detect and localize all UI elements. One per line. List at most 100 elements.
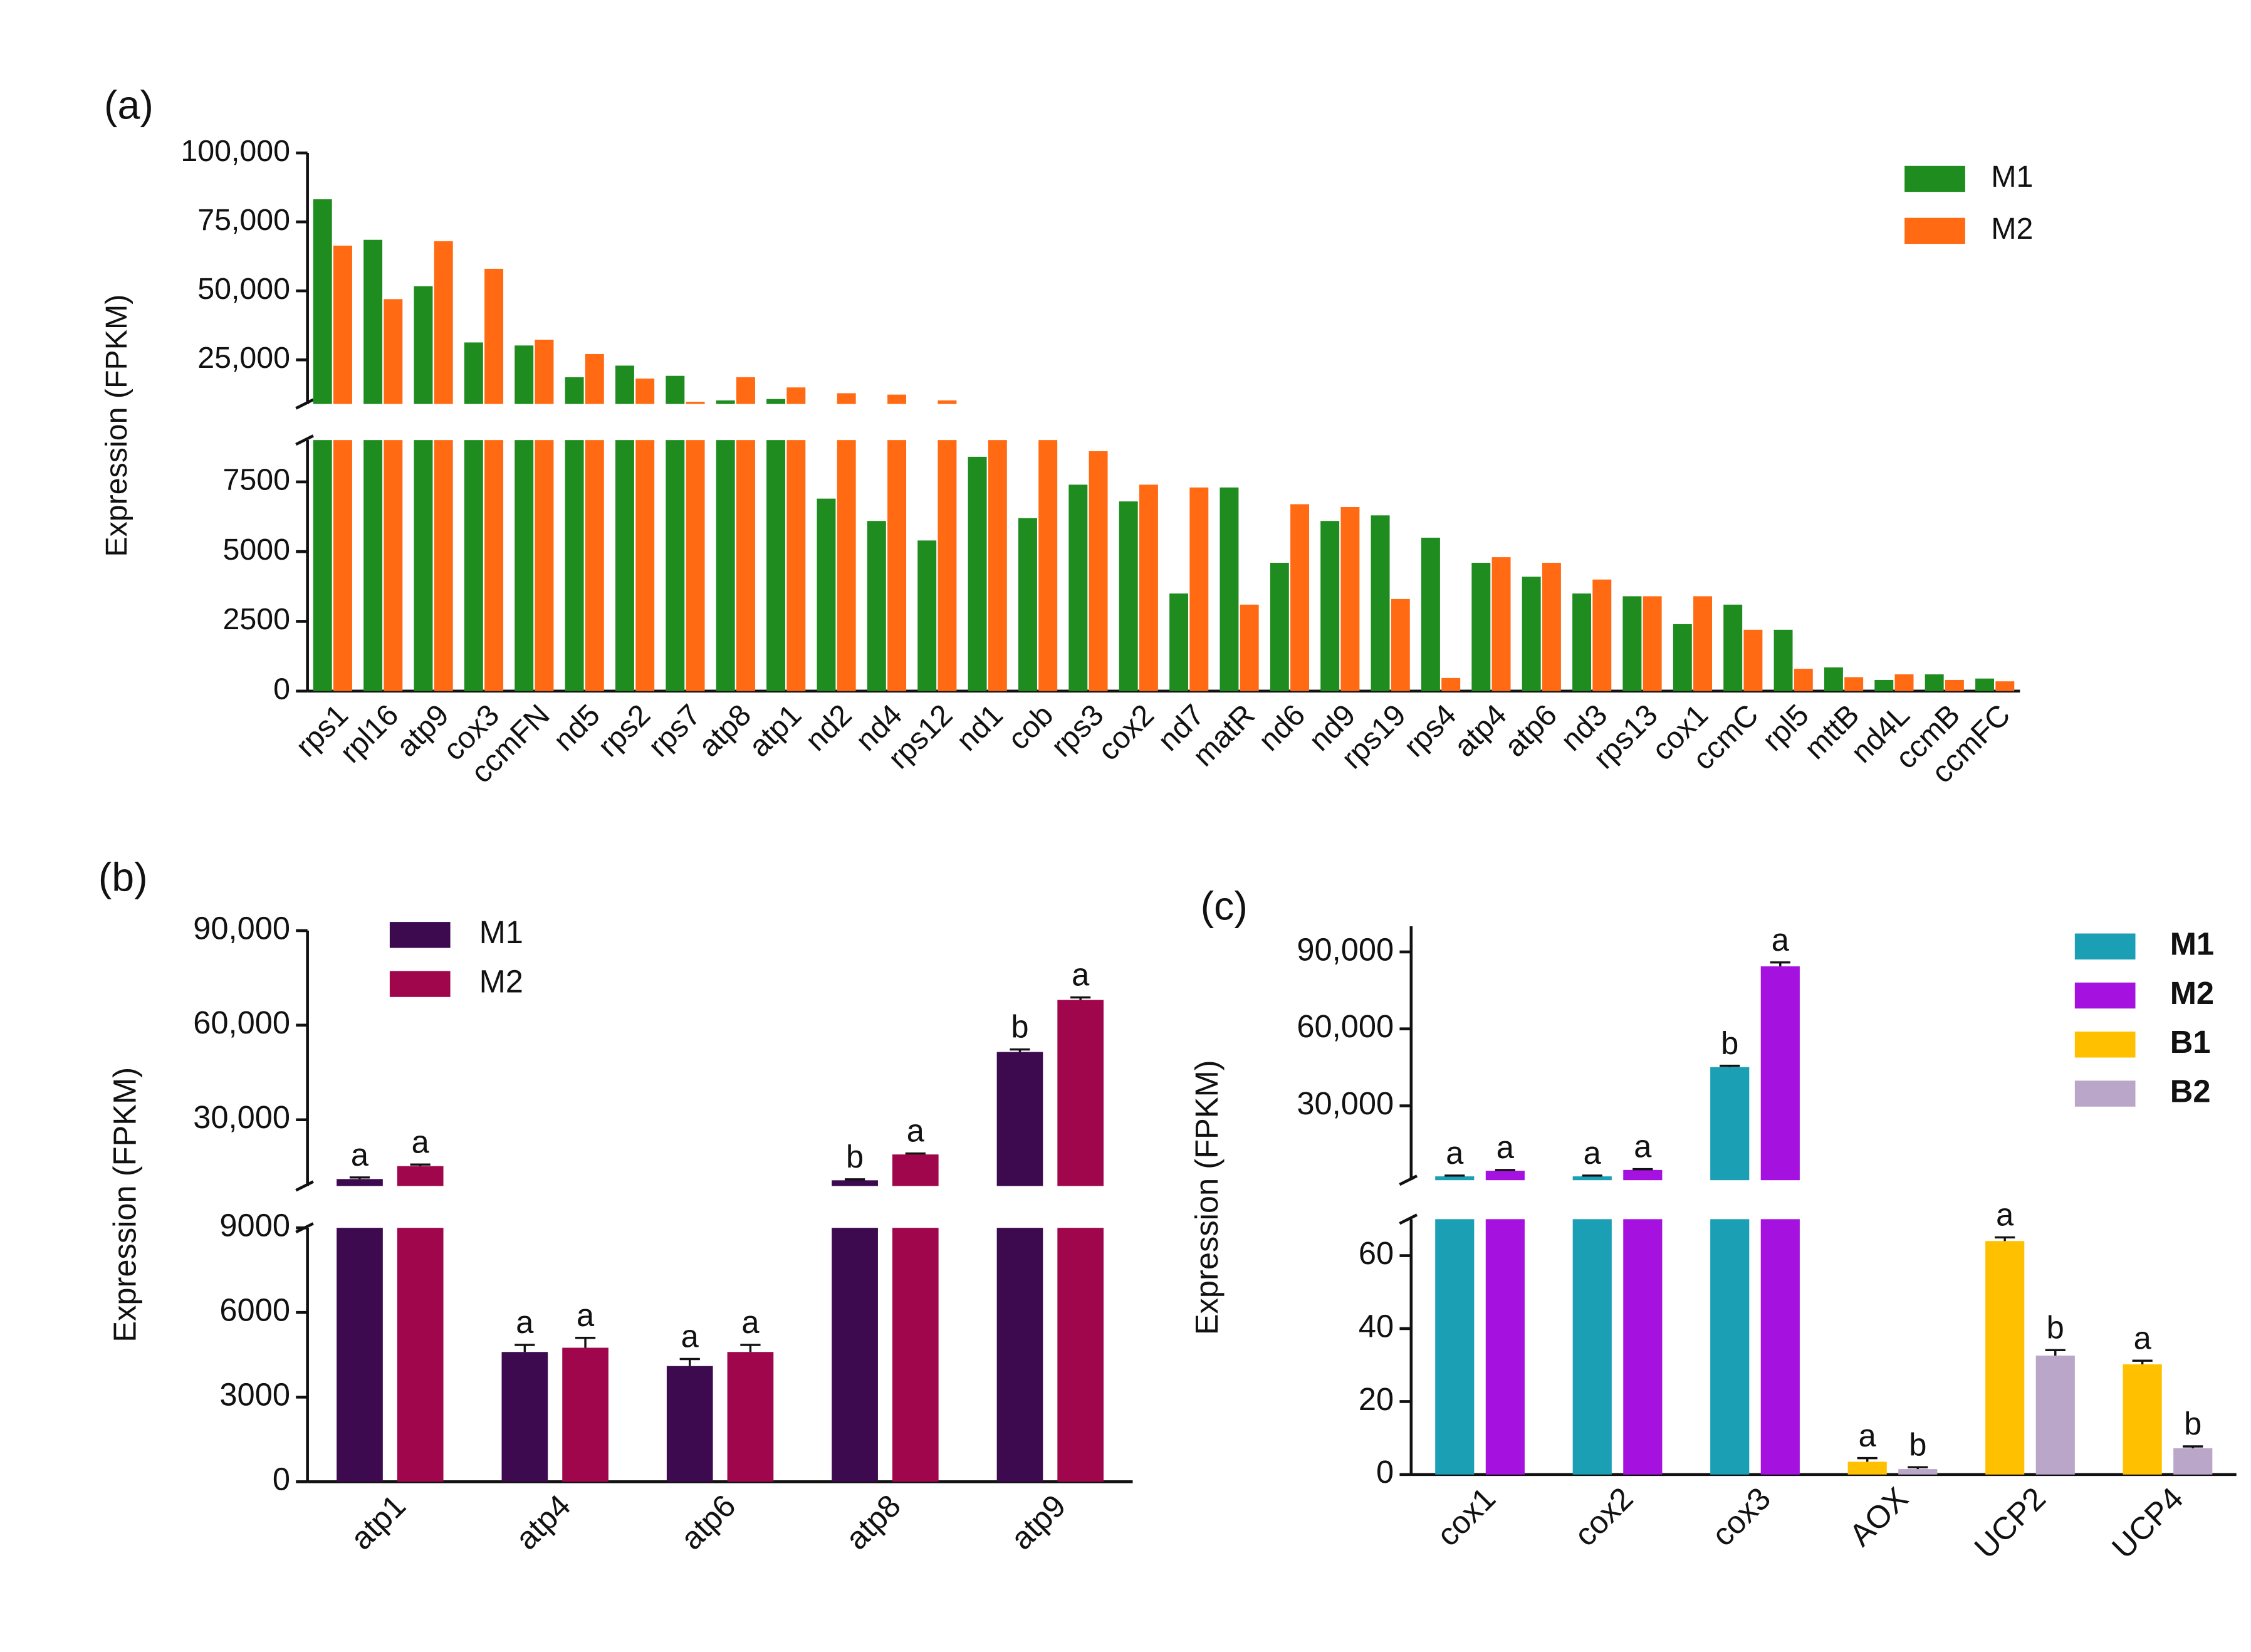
bar <box>397 1228 444 1482</box>
bar <box>1643 596 1662 691</box>
legend-label: M1 <box>2170 926 2214 962</box>
legend-label: M2 <box>1991 212 2033 246</box>
bar <box>333 245 352 404</box>
significance-letter: a <box>681 1319 699 1354</box>
y-tick-label: 0 <box>273 672 290 706</box>
bar <box>1623 1169 1663 1181</box>
bar <box>1760 1219 1800 1475</box>
bar <box>2173 1448 2213 1475</box>
bar <box>1435 1219 1475 1475</box>
axis-break <box>1399 1213 1418 1225</box>
bar <box>736 440 755 691</box>
bar <box>917 540 937 691</box>
significance-letter: a <box>412 1124 430 1159</box>
axis-break <box>295 1180 314 1192</box>
bar <box>996 1052 1043 1186</box>
bar <box>1421 537 1440 691</box>
bar <box>484 440 504 691</box>
bar <box>514 345 534 404</box>
bar <box>766 399 786 404</box>
legend-swatch <box>2074 1032 2136 1058</box>
bar <box>484 268 504 404</box>
bar <box>397 1166 444 1186</box>
bar <box>363 440 383 691</box>
bar <box>615 440 634 691</box>
y-tick-label: 6000 <box>219 1292 290 1328</box>
bar <box>1371 515 1390 691</box>
bar <box>414 440 433 691</box>
significance-letter: b <box>846 1139 864 1174</box>
axis-break <box>295 434 314 446</box>
bar <box>1975 678 1995 691</box>
bar <box>337 1228 383 1482</box>
bar <box>1894 674 1914 691</box>
significance-letter: b <box>2047 1309 2064 1345</box>
significance-letter: a <box>907 1113 925 1149</box>
significance-letter: a <box>516 1304 534 1340</box>
bar <box>837 393 856 404</box>
significance-letter: a <box>1496 1129 1515 1165</box>
significance-letter: b <box>1721 1025 1738 1061</box>
bar <box>337 1179 383 1186</box>
bar <box>817 498 836 691</box>
y-tick-label: 60,000 <box>1297 1008 1394 1044</box>
bar <box>892 1154 939 1186</box>
y-tick-label: 60,000 <box>193 1005 290 1040</box>
bar <box>501 1352 548 1482</box>
bar <box>1710 1067 1750 1181</box>
significance-letter: a <box>1772 922 1790 958</box>
significance-letter: a <box>1634 1129 1652 1164</box>
y-tick-label: 7500 <box>223 463 291 497</box>
y-tick-label: 100,000 <box>180 134 290 168</box>
bar <box>535 440 554 691</box>
significance-letter: a <box>1446 1135 1464 1171</box>
axis-break <box>295 398 314 410</box>
bar <box>786 440 806 691</box>
bar <box>1068 484 1088 691</box>
y-tick-label: 90,000 <box>193 910 290 946</box>
bar <box>832 1180 878 1186</box>
bar <box>2123 1364 2162 1475</box>
bar <box>887 440 907 691</box>
bar <box>867 521 886 691</box>
bar <box>1572 1219 1612 1475</box>
bar <box>716 440 735 691</box>
bar <box>565 377 584 404</box>
legend-swatch <box>2074 1080 2136 1107</box>
bar <box>464 440 483 691</box>
bar <box>333 440 352 691</box>
legend-label: M2 <box>479 963 523 999</box>
bar <box>832 1228 878 1482</box>
y-axis-label: Expression (FPKM) <box>107 1067 142 1342</box>
significance-letter: a <box>577 1297 595 1333</box>
bar <box>514 440 534 691</box>
bar <box>1189 487 1209 691</box>
bar <box>666 1366 713 1482</box>
bar <box>1491 557 1511 691</box>
bar <box>1320 521 1340 691</box>
bar <box>1985 1241 2025 1475</box>
bar <box>1760 966 1800 1181</box>
y-tick-label: 2500 <box>223 602 291 636</box>
bar <box>1743 629 1763 691</box>
bar <box>996 1228 1043 1482</box>
bar <box>988 440 1007 691</box>
bar <box>1898 1469 1938 1475</box>
bar <box>635 440 655 691</box>
bar <box>666 440 685 691</box>
significance-letter: a <box>351 1137 369 1173</box>
significance-letter: a <box>1859 1418 1877 1453</box>
bar <box>313 199 332 404</box>
significance-letter: a <box>1584 1135 1602 1171</box>
bar <box>1622 596 1642 691</box>
bar <box>635 379 655 404</box>
legend-swatch <box>1904 165 1965 192</box>
legend-swatch <box>389 971 451 997</box>
bar <box>2035 1356 2075 1475</box>
bar <box>1874 679 1894 691</box>
bar <box>1847 1461 1887 1475</box>
bar <box>766 440 786 691</box>
bar <box>464 342 483 404</box>
bar <box>1290 504 1310 691</box>
y-tick-label: 40 <box>1359 1308 1394 1344</box>
